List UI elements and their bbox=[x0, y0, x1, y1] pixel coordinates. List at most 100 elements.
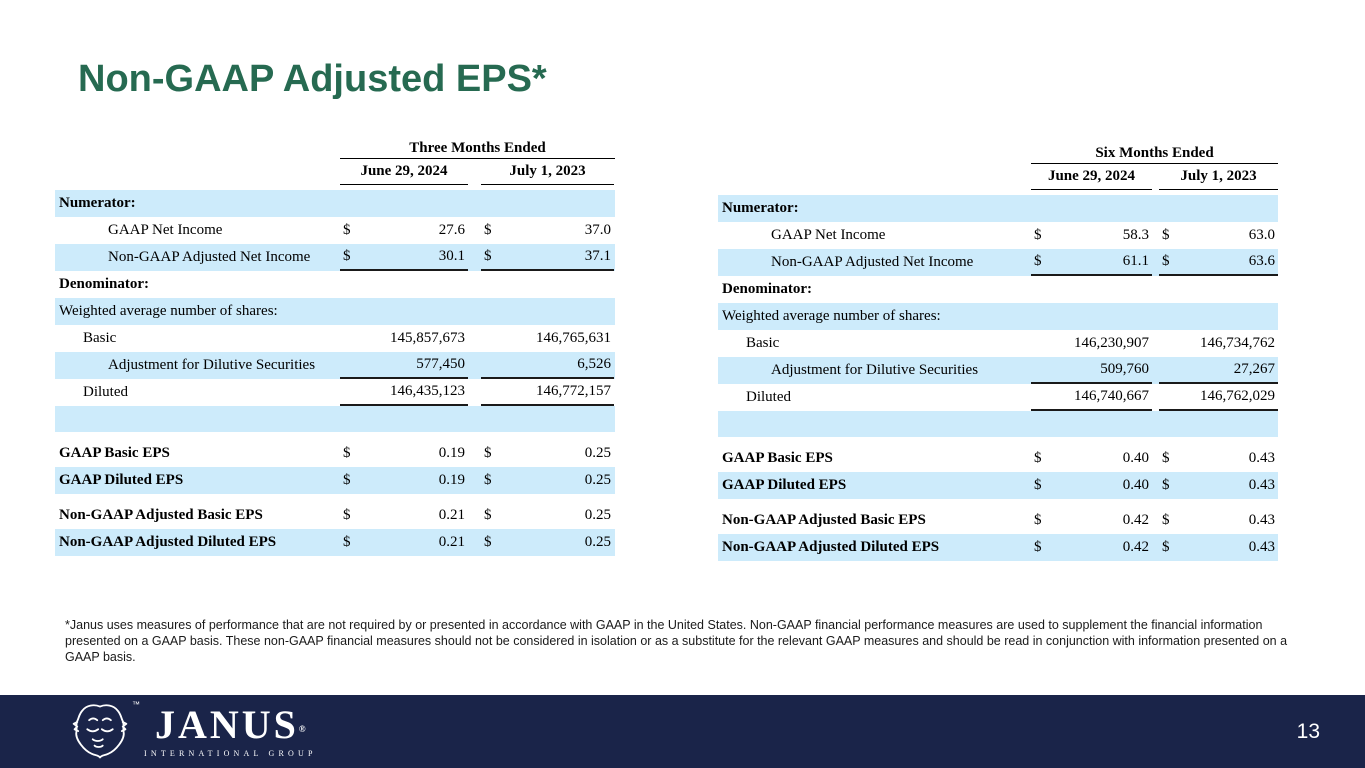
value: 63.6 bbox=[1248, 253, 1275, 269]
row-label: Numerator: bbox=[59, 195, 136, 211]
dollar-sign: $ bbox=[1034, 227, 1042, 243]
table-row: Adjustment for Dilutive Securities 509,76… bbox=[718, 357, 1278, 384]
spacer-cell bbox=[718, 164, 1031, 190]
table-row: Non-GAAP Adjusted Net Income $61.1 $63.6 bbox=[718, 249, 1278, 276]
dollar-sign: $ bbox=[1162, 450, 1170, 466]
dollar-sign: $ bbox=[484, 472, 492, 488]
janus-head-icon: ™ bbox=[68, 700, 140, 762]
column-gap bbox=[468, 217, 481, 244]
column-header: July 1, 2023 bbox=[1159, 164, 1278, 190]
dollar-sign: $ bbox=[484, 534, 492, 550]
row-label bbox=[55, 406, 340, 432]
value-cell: $30.1 bbox=[340, 244, 468, 271]
six-months-ended-table: Six Months Ended June 29, 2024 July 1, 202… bbox=[718, 143, 1278, 561]
row-label: Non-GAAP Adjusted Net Income bbox=[108, 249, 311, 265]
value-cell: $0.21 bbox=[340, 502, 468, 529]
value-cell: $58.3 bbox=[1031, 222, 1152, 249]
three-months-ended-table: Three Months Ended June 29, 2024 July 1, 2… bbox=[55, 138, 615, 556]
date-header-row: June 29, 2024 July 1, 2023 bbox=[718, 164, 1278, 190]
column-gap bbox=[1152, 249, 1159, 276]
value: 0.43 bbox=[1248, 539, 1275, 555]
logo-text: JANUS ® INTERNATIONAL GROUP bbox=[144, 704, 317, 758]
value: 146,230,907 bbox=[1074, 335, 1149, 351]
row-label: Diluted bbox=[83, 384, 128, 400]
value-cell: $0.42 bbox=[1031, 534, 1152, 561]
row-label: Non-GAAP Adjusted Basic EPS bbox=[59, 507, 263, 523]
value: 0.25 bbox=[584, 507, 611, 523]
dollar-sign: $ bbox=[1162, 512, 1170, 528]
column-gap bbox=[468, 467, 481, 494]
column-gap bbox=[1152, 357, 1159, 384]
row-label: Denominator: bbox=[59, 276, 149, 292]
value-cell: $61.1 bbox=[1031, 249, 1152, 276]
value: 577,450 bbox=[416, 356, 465, 372]
value: 0.43 bbox=[1248, 512, 1275, 528]
footer-bar: ™ JANUS ® INTERNATIONAL GROUP 13 bbox=[0, 695, 1365, 768]
column-gap bbox=[468, 440, 481, 467]
column-gap bbox=[468, 271, 481, 298]
dollar-sign: $ bbox=[484, 445, 492, 461]
row-label: Non-GAAP Adjusted Diluted EPS bbox=[59, 534, 277, 550]
table-row: Non-GAAP Adjusted Basic EPS $0.42 $0.43 bbox=[718, 507, 1278, 534]
column-gap bbox=[468, 190, 481, 217]
value-cell bbox=[481, 190, 614, 217]
value: 0.42 bbox=[1122, 512, 1149, 528]
value-cell: 146,765,631 bbox=[481, 325, 614, 352]
table-row: Denominator: bbox=[55, 271, 615, 298]
table-row: GAAP Diluted EPS $0.40 $0.43 bbox=[718, 472, 1278, 499]
row-label: GAAP Basic EPS bbox=[59, 445, 170, 461]
dollar-sign: $ bbox=[343, 445, 351, 461]
value: 0.21 bbox=[438, 534, 465, 550]
value: 0.25 bbox=[584, 534, 611, 550]
period-header-row: Three Months Ended bbox=[55, 138, 615, 159]
value: 30.1 bbox=[438, 248, 465, 264]
value-cell: $0.43 bbox=[1159, 534, 1278, 561]
value: 0.42 bbox=[1122, 539, 1149, 555]
value: 27,267 bbox=[1233, 361, 1275, 377]
value-cell: 146,230,907 bbox=[1031, 330, 1152, 357]
column-gap bbox=[1152, 222, 1159, 249]
row-label: Non-GAAP Adjusted Basic EPS bbox=[722, 512, 926, 528]
trademark-symbol: ™ bbox=[132, 699, 140, 709]
row-label: GAAP Basic EPS bbox=[722, 450, 833, 466]
value-cell: 146,772,157 bbox=[481, 379, 614, 406]
spacer-cell bbox=[718, 143, 1031, 164]
dollar-sign: $ bbox=[1034, 477, 1042, 493]
value: 146,435,123 bbox=[390, 383, 465, 399]
value: 146,740,667 bbox=[1074, 388, 1149, 404]
row-spacer bbox=[55, 432, 615, 440]
value-cell: 577,450 bbox=[340, 352, 468, 379]
table-row: Non-GAAP Adjusted Diluted EPS $0.21 $0.25 bbox=[55, 529, 615, 556]
column-gap bbox=[1152, 384, 1159, 411]
dollar-sign: $ bbox=[343, 248, 351, 264]
value-cell: $63.0 bbox=[1159, 222, 1278, 249]
registered-symbol: ® bbox=[298, 723, 306, 734]
value-cell bbox=[340, 406, 468, 432]
column-gap bbox=[1152, 164, 1159, 190]
value: 146,762,029 bbox=[1200, 388, 1275, 404]
row-label: Weighted average number of shares: bbox=[59, 303, 278, 319]
value: 61.1 bbox=[1122, 253, 1149, 269]
table-row: Non-GAAP Adjusted Diluted EPS $0.42 $0.43 bbox=[718, 534, 1278, 561]
dollar-sign: $ bbox=[343, 534, 351, 550]
row-label: GAAP Net Income bbox=[771, 227, 886, 243]
row-label: GAAP Net Income bbox=[108, 222, 223, 238]
spacer-cell bbox=[55, 159, 340, 185]
row-spacer bbox=[55, 494, 615, 502]
value-cell: 27,267 bbox=[1159, 357, 1278, 384]
value-cell bbox=[340, 271, 468, 298]
column-gap bbox=[468, 529, 481, 556]
dollar-sign: $ bbox=[484, 222, 492, 238]
logo-subtitle: INTERNATIONAL GROUP bbox=[144, 748, 317, 758]
table-row: GAAP Basic EPS $0.40 $0.43 bbox=[718, 445, 1278, 472]
column-gap bbox=[468, 352, 481, 379]
value: 0.43 bbox=[1248, 450, 1275, 466]
value-cell: 145,857,673 bbox=[340, 325, 468, 352]
value-cell: $27.6 bbox=[340, 217, 468, 244]
value: 146,772,157 bbox=[536, 383, 611, 399]
value: 509,760 bbox=[1100, 361, 1149, 377]
value-cell bbox=[1031, 411, 1152, 437]
value-cell: $0.43 bbox=[1159, 445, 1278, 472]
column-gap bbox=[1152, 472, 1159, 499]
value-cell bbox=[481, 271, 614, 298]
